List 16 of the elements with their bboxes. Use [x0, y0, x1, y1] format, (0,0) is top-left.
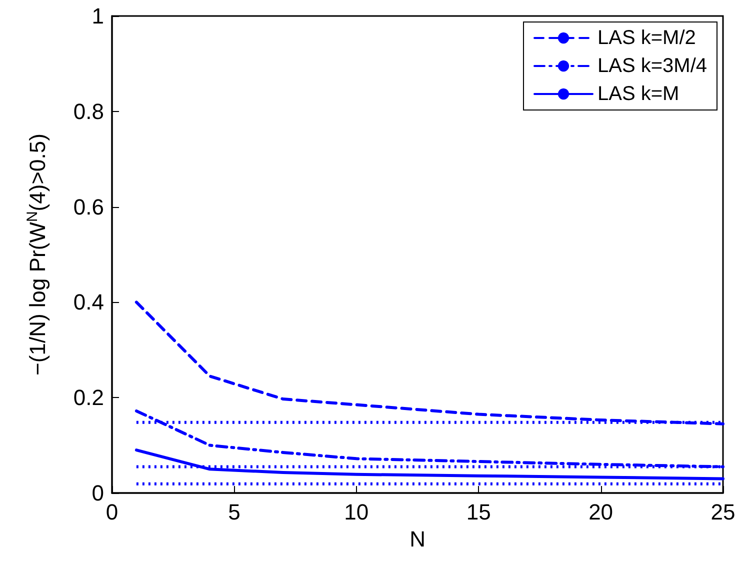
x-tick-label: 5 [228, 500, 240, 524]
y-tick-label: 1 [92, 4, 104, 28]
y-tick-label: 0.2 [73, 385, 104, 410]
x-tick-label: 15 [466, 500, 491, 524]
y-tick-label: 0 [92, 480, 104, 506]
x-axis-title: N [410, 526, 426, 552]
legend-label: LAS k=M [598, 83, 680, 105]
x-tick-label: 25 [710, 500, 736, 524]
x-tick-label: 20 [588, 500, 614, 524]
x-tick-label: 10 [344, 500, 369, 524]
y-axis-title: −(1/N) log Pr(WN(4)>0.5) [24, 134, 50, 376]
legend-label: LAS k=M/2 [598, 27, 696, 49]
y-tick-label: 0.4 [73, 290, 104, 315]
legend-label: LAS k=3M/4 [598, 55, 708, 77]
y-tick-label: 0.6 [73, 194, 104, 220]
y-tick-label: 0.8 [73, 98, 104, 124]
